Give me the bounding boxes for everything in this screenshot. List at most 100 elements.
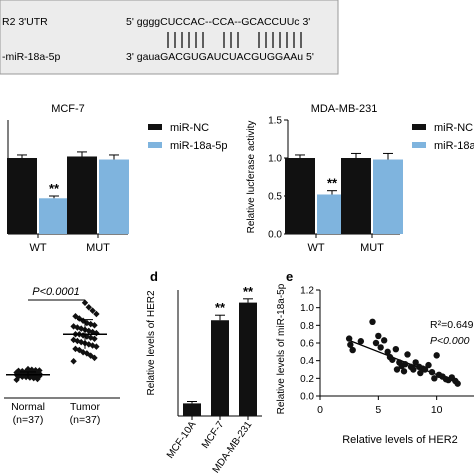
y-tick-label: 0.8: [300, 321, 314, 332]
legend-swatch: [412, 142, 426, 148]
x-tick-label: (n=37): [13, 414, 44, 426]
data-point: [36, 367, 43, 374]
data-point: [85, 341, 92, 348]
x-tick-label: MCF-10A: [165, 419, 199, 461]
significance-mark: **: [243, 284, 254, 299]
data-point: [380, 337, 388, 344]
data-point: [428, 368, 436, 376]
significance-mark: **: [327, 176, 338, 191]
data-point: [431, 375, 438, 382]
data-point: [401, 361, 409, 368]
significance-mark: **: [49, 181, 60, 196]
panel-label-d: d: [150, 269, 158, 284]
y-tick-label: 1.5: [268, 116, 282, 127]
data-point: [372, 339, 380, 347]
x-axis-label: Relative levels of HER2: [342, 434, 458, 446]
panel-normal-tumor: Normal(n=37)Tumor(n=37)P<0.0001: [4, 286, 120, 426]
y-tick-label: 0.6: [300, 339, 314, 350]
data-point: [28, 366, 35, 373]
chart-title: MDA-MB-231: [311, 103, 378, 115]
x-tick-label: MCF-7: [200, 419, 227, 451]
data-point: [349, 346, 356, 354]
data-point: [433, 352, 440, 359]
data-point: [76, 346, 83, 354]
data-point: [425, 361, 432, 369]
x-tick-label: 5: [375, 404, 381, 416]
x-tick-label: 10: [431, 404, 443, 416]
y-tick-label: 0.5: [268, 192, 282, 203]
x-tick-label: Tumor: [70, 401, 100, 413]
legend-swatch: [148, 142, 162, 148]
data-point: [89, 307, 96, 314]
data-point: [74, 337, 81, 345]
p-value-label: P<0.0001: [32, 286, 79, 298]
data-point: [392, 345, 400, 353]
y-tick-label: 0.0: [268, 230, 282, 241]
data-point: [26, 374, 34, 381]
data-point: [70, 358, 77, 365]
panel-c: MDA-MB-231 0.0 0.5 1.0 1.5 Relative lucferase…: [246, 103, 474, 254]
legend-label: miR-18a: [434, 140, 474, 152]
bar: [99, 159, 129, 234]
data-point: [70, 323, 77, 330]
y-tick-label: 0.2: [300, 374, 314, 385]
x-tick-label: WT: [307, 242, 324, 254]
sequence-box: [0, 0, 339, 75]
utr-label: R2 3'UTR: [2, 16, 48, 28]
data-point: [93, 310, 100, 318]
data-point: [72, 313, 79, 320]
x-tick-label: MUT: [86, 242, 110, 254]
data-point: [74, 324, 81, 331]
panel-b: MCF-7 WT MUT ** miR-NC miR-18a-5p: [7, 103, 227, 254]
y-axis-label: Relative levels of miR-18a-5p: [276, 283, 287, 414]
bar: [285, 158, 315, 234]
sequence-alignment: R2 3'UTR 5' ggggCUCCAC--CCA--GCACCUUc 3'…: [0, 0, 339, 75]
data-point: [345, 335, 353, 342]
y-axis-label: Relative lucferase activity: [246, 121, 257, 234]
bar: [39, 198, 69, 234]
x-tick-label: MUT: [360, 242, 384, 254]
bar: [341, 158, 371, 234]
data-point: [30, 374, 37, 382]
mirna-sequence: 3' gauaGACGUGAUCUACGUGGAAu 5': [126, 51, 314, 63]
significance-mark: **: [215, 300, 226, 315]
y-tick-label: 1.0: [268, 154, 282, 165]
p-value-label: P<0.000: [430, 335, 470, 347]
x-tick-label: Normal: [11, 401, 45, 413]
legend-swatch: [148, 124, 162, 130]
y-axis-label: Relative levels of HER2: [146, 290, 157, 395]
data-point: [375, 332, 382, 340]
data-point: [454, 380, 461, 387]
legend-label: miR-NC: [170, 122, 209, 134]
bar: [67, 156, 97, 234]
utr-sequence: 5' ggggCUCCAC--CCA--GCACCUUc 3': [126, 16, 310, 28]
data-point: [81, 299, 89, 306]
y-tick-label: 1.2: [300, 286, 314, 297]
data-point: [70, 336, 77, 344]
panel-label-e: e: [286, 269, 293, 284]
y-tick-label: 0.4: [300, 356, 314, 367]
data-point: [85, 304, 92, 311]
data-point: [19, 367, 26, 375]
data-point: [389, 356, 396, 363]
bar: [183, 403, 201, 416]
data-point: [417, 369, 424, 377]
bar: [373, 159, 403, 234]
legend-label: miR-NC: [434, 122, 473, 134]
chart-title: MCF-7: [51, 103, 85, 115]
data-point: [400, 368, 408, 375]
bar: [239, 302, 257, 416]
panel-d: d Relative levels of HER2 MCF-10A ** MCF-7 *…: [146, 269, 262, 474]
data-point: [404, 351, 411, 358]
data-point: [393, 366, 401, 373]
y-tick-label: 1.0: [300, 303, 314, 314]
x-tick-label: 0: [317, 404, 323, 416]
data-point: [410, 366, 417, 373]
data-point: [72, 345, 79, 353]
data-point: [93, 343, 100, 350]
data-point: [357, 338, 365, 345]
data-point: [384, 348, 391, 356]
data-point: [85, 327, 92, 335]
y-tick-label: 0.0: [300, 392, 314, 403]
